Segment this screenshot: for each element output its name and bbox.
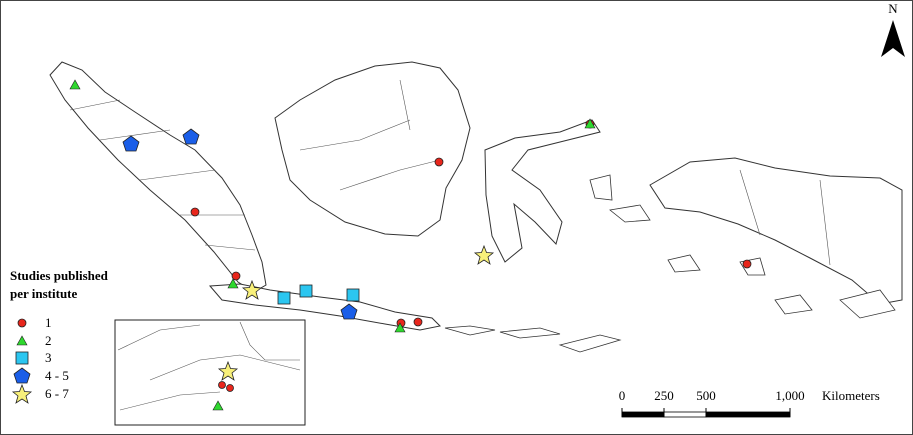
legend-title: Studies published: [10, 268, 109, 283]
scale-segment: [663, 411, 707, 418]
scale-label: 0: [619, 388, 626, 403]
north-label: N: [888, 1, 898, 16]
scale-label: 250: [654, 388, 674, 403]
landmass: [49, 61, 903, 353]
legend-label: 2: [45, 333, 52, 348]
legend-label: 6 - 7: [45, 386, 69, 401]
scale-unit: Kilometers: [822, 388, 880, 403]
inset-frame: [114, 319, 306, 426]
legend-label: 1: [45, 315, 52, 330]
legend: Studies published per institute: [10, 268, 109, 404]
inset-outline: [117, 321, 301, 411]
legend-label: 4 - 5: [45, 368, 69, 383]
scale-bar: 0 250 500 1,000 Kilometers: [619, 388, 880, 418]
scale-segment: [621, 411, 665, 418]
scale-label: 500: [696, 388, 716, 403]
scale-label: 1,000: [775, 388, 804, 403]
north-arrow: N: [881, 1, 905, 57]
study-sites: [69, 79, 752, 411]
legend-label: 3: [45, 350, 52, 365]
legend-title: per institute: [10, 286, 78, 301]
scale-segment: [705, 411, 791, 418]
